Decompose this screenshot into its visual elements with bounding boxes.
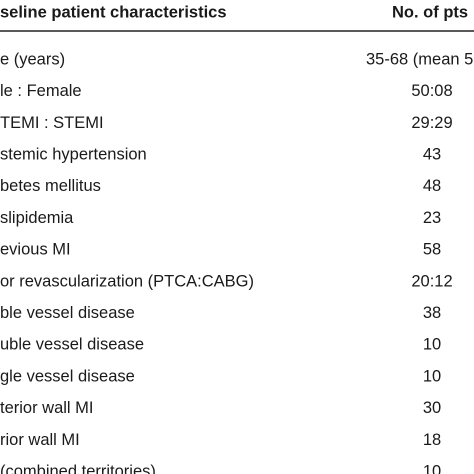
row-label: stemic hypertension <box>0 145 147 163</box>
row-value: 18 <box>423 431 441 449</box>
row-value: 48 <box>423 177 441 195</box>
row-label: gle vessel disease <box>0 367 135 385</box>
row-label: (combined territories) <box>0 462 156 474</box>
row-label: e (years) <box>0 50 65 68</box>
row-label: evious MI <box>0 241 71 259</box>
row-label: rior wall MI <box>0 431 80 449</box>
row-value: 38 <box>423 304 441 322</box>
row-label: uble vessel disease <box>0 336 144 354</box>
row-value: 23 <box>423 209 441 227</box>
row-value: 30 <box>423 399 441 417</box>
row-value: 29:29 <box>411 114 452 132</box>
row-value: 10 <box>423 462 441 474</box>
row-label: TEMI : STEMI <box>0 114 104 132</box>
row-value: 50:08 <box>411 82 452 100</box>
header-label: seline patient characteristics <box>0 3 227 21</box>
row-label: betes mellitus <box>0 177 101 195</box>
row-label: le : Female <box>0 82 82 100</box>
row-label: slipidemia <box>0 209 74 227</box>
row-value: 43 <box>423 145 441 163</box>
row-label: terior wall MI <box>0 399 94 417</box>
row-value: 10 <box>423 336 441 354</box>
row-value: 58 <box>423 241 441 259</box>
row-value: 20:12 <box>411 272 452 290</box>
row-value: 35-68 (mean 55 <box>366 50 474 68</box>
row-value: 10 <box>423 367 441 385</box>
row-label: or revascularization (PTCA:CABG) <box>0 272 254 290</box>
row-label: ble vessel disease <box>0 304 135 322</box>
header-label: No. of pts <box>392 3 468 21</box>
